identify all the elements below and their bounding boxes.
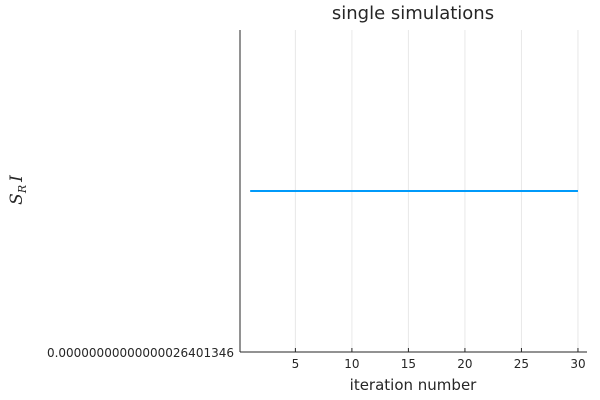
x-tick-label: 10	[344, 357, 359, 371]
y-axis-label-base: S	[7, 193, 27, 205]
x-tick-label: 5	[292, 357, 300, 371]
x-axis-label: iteration number	[350, 376, 478, 394]
y-tick-label: 0.00000000000000026401346	[47, 346, 234, 360]
y-axis-label: SRI	[7, 175, 29, 205]
x-tick-label: 25	[514, 357, 529, 371]
x-tick-label: 15	[401, 357, 416, 371]
y-tick-labels: 0.00000000000000026401346	[47, 346, 244, 360]
y-axis-label-subscript: R	[16, 185, 29, 194]
x-tick-label: 20	[457, 357, 472, 371]
chart-title: single simulations	[332, 3, 494, 24]
x-tick-labels: 5 10 15 20 25 30	[292, 348, 586, 371]
x-tick-label: 30	[570, 357, 585, 371]
y-axis-label-suffix: I	[7, 175, 27, 183]
